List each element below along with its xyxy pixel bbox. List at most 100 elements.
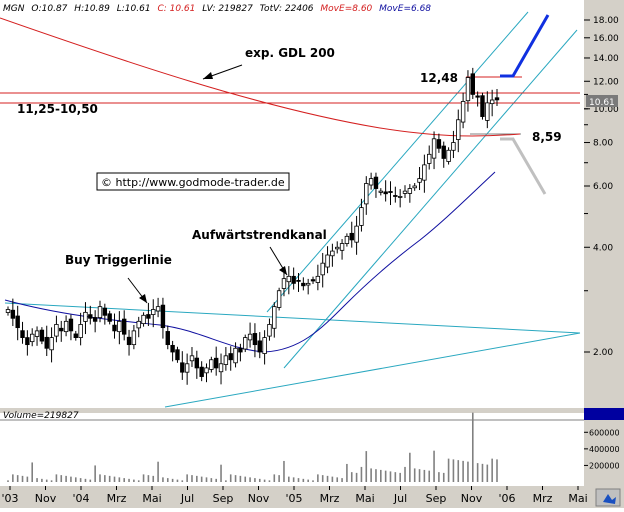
candle-body: [49, 337, 54, 351]
volume-axis-panel: [584, 420, 624, 486]
candle-body: [378, 190, 384, 193]
candle-body: [325, 254, 330, 268]
candle-body: [494, 97, 500, 101]
candle-body: [88, 314, 93, 319]
candle-body: [349, 232, 354, 241]
candle-body: [59, 327, 64, 332]
time-tick-label: Sep: [426, 492, 447, 505]
price-tick-label: 12.00: [593, 77, 619, 87]
candle-body: [228, 353, 233, 361]
candle-body: [170, 344, 175, 353]
candle-body: [213, 357, 219, 369]
bullish-forecast-arrow: [500, 14, 550, 78]
candle-body: [238, 347, 243, 353]
candle-body: [286, 275, 292, 283]
candle-body: [102, 307, 108, 316]
time-tick-label: Nov: [35, 492, 57, 505]
candle-body: [83, 311, 88, 322]
candle-body: [112, 324, 117, 332]
candle-body: [117, 320, 122, 333]
candle-body: [344, 235, 350, 244]
candle-body: [368, 178, 374, 186]
candle-body: [151, 309, 156, 315]
candle-body: [5, 309, 11, 313]
price-tick-label: 2.00: [593, 348, 613, 358]
time-tick-label: '05: [285, 492, 302, 505]
header-high: H:10.89: [74, 4, 110, 14]
candle-body: [359, 207, 364, 226]
candle-body: [247, 333, 253, 341]
time-tick-label: Mrz: [533, 492, 553, 505]
candle-body: [63, 320, 69, 333]
candle-body: [485, 102, 490, 121]
candle-body: [301, 282, 306, 287]
candle-body: [39, 329, 45, 342]
candle-body: [470, 73, 475, 95]
candle-body: [465, 77, 471, 102]
price-tick-label: 8.00: [593, 139, 613, 149]
price-axis-panel: [584, 0, 624, 410]
candle-body: [373, 176, 379, 189]
price-tick-label: 6.00: [593, 182, 613, 192]
ema-200-red-curve: [0, 17, 521, 137]
candle-body: [243, 337, 248, 350]
candle-body: [20, 330, 25, 338]
header-totvol: TotV: 22406: [260, 4, 314, 14]
volume-bars: [7, 412, 498, 482]
candle-body: [68, 318, 74, 332]
volume-tick-label: 200000: [589, 461, 620, 470]
price-axis-ticks: 18.00 16.00 14.00 12.00 10.00 8.00 6.00 4.00 2.0…: [584, 16, 619, 358]
time-axis-ticks: '03 Nov '04 Mrz Mai Jul Sep Nov '05 Mrz Mai Jul Sep N…: [1, 486, 588, 505]
candle-body: [393, 195, 398, 197]
time-tick-label: Mai: [355, 492, 374, 505]
candle-body: [436, 139, 442, 149]
candle-body: [54, 324, 59, 337]
resistance-zone-label: 11,25-10,50: [17, 102, 98, 116]
candle-body: [160, 304, 166, 329]
channel-upper-line: [266, 11, 529, 313]
gdl-label: exp. GDL 200: [245, 46, 335, 60]
trigger-arrowhead: [139, 294, 147, 303]
time-tick-label: Nov: [461, 492, 483, 505]
candle-body: [180, 362, 185, 373]
candle-body: [427, 153, 432, 164]
header-move-blue: MovE=6.68: [379, 4, 431, 14]
time-tick-label: Nov: [248, 492, 270, 505]
candle-body: [388, 191, 393, 193]
candle-body: [218, 363, 224, 373]
candle-body: [92, 317, 98, 322]
candle-body: [272, 306, 277, 329]
pen-tool-icon: [603, 494, 616, 504]
candle-body: [34, 330, 40, 337]
candle-body: [291, 275, 296, 284]
candle-body: [480, 95, 485, 117]
time-tick-label: '06: [498, 492, 515, 505]
time-axis-panel: [0, 486, 624, 508]
candle-body: [131, 330, 137, 346]
price-tag-text: 10.61: [589, 98, 615, 108]
volume-tick-label: 600000: [589, 428, 620, 437]
time-tick-label: Sep: [213, 492, 234, 505]
support-mark-label: 8,59: [532, 130, 562, 144]
axis-scroll-indicator[interactable]: [584, 408, 624, 420]
panel-separator: [0, 408, 584, 413]
candle-body: [146, 314, 151, 319]
candle-body: [175, 349, 180, 361]
price-tick-label: 16.00: [593, 34, 619, 44]
price-tag: [586, 95, 618, 107]
price-candles: [5, 67, 500, 385]
candle-body: [267, 324, 272, 337]
volume-tick-label: 400000: [589, 445, 620, 454]
time-tick-label: Jul: [393, 492, 407, 505]
candle-body: [460, 101, 466, 123]
candle-body: [296, 279, 301, 282]
candle-body: [199, 366, 204, 377]
candle-body: [107, 313, 112, 322]
candle-body: [402, 190, 408, 194]
candle-body: [335, 246, 340, 250]
bearish-forecast-arrow: [500, 137, 547, 195]
candle-body: [417, 178, 422, 183]
